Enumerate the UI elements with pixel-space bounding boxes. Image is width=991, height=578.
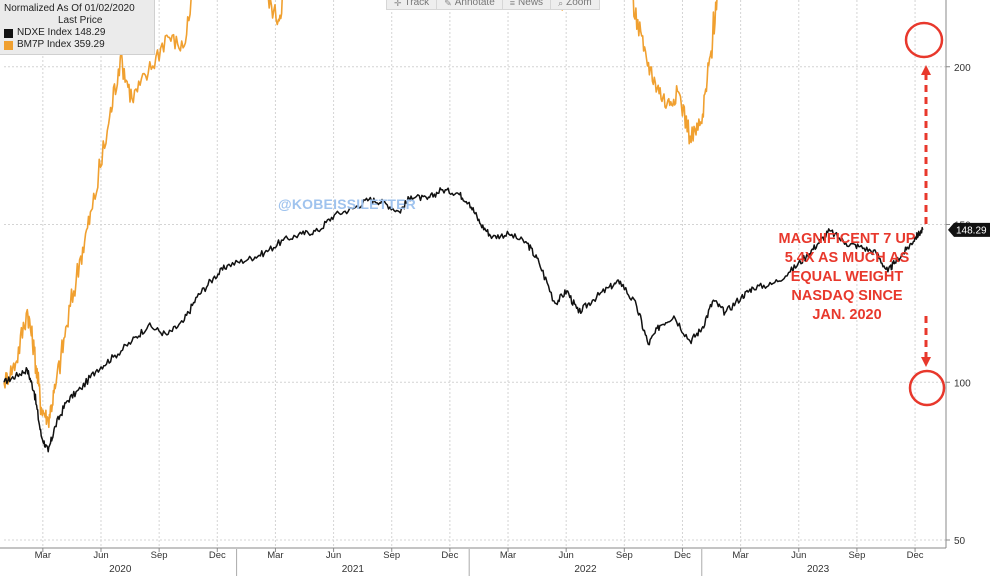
- x-tick-label: Mar: [732, 550, 748, 561]
- highlight-circle-ndxe: [908, 369, 946, 407]
- annotation-line: 5.4X AS MUCH AS: [784, 250, 910, 266]
- annotation-line: EQUAL WEIGHT: [790, 269, 904, 285]
- annotate-button[interactable]: ✎ Annotate: [437, 0, 503, 9]
- watermark: @KOBEISSILETTER: [278, 196, 416, 212]
- x-axis: Mar Jun Sep Dec Mar Jun Sep Dec Mar Jun Sep Dec Mar J…: [0, 547, 946, 576]
- annotate-label: Annotate: [454, 0, 495, 8]
- news-button[interactable]: ≡ News: [503, 0, 552, 9]
- x-year-label: 2023: [807, 564, 830, 575]
- x-tick-label: Mar: [267, 550, 283, 561]
- y-tick-label: 200: [954, 63, 971, 74]
- legend-entry-bm7p[interactable]: BM7P Index 359.29: [4, 39, 105, 51]
- series-line-bm7p: [3, 0, 718, 429]
- last-value-badge-ndxe-bg: [948, 222, 990, 237]
- annotation-line: MAGNIFICENT 7 UP: [778, 231, 916, 247]
- annotation-line: NASDAQ SINCE: [791, 288, 903, 304]
- zoom-icon: ⌕: [558, 0, 564, 8]
- crosshair-icon: ✛: [394, 0, 402, 8]
- legend-swatch-ndxe: [4, 28, 13, 38]
- x-year-label: 2020: [109, 564, 132, 575]
- legend-entry-ndxe[interactable]: NDXE Index 148.29: [4, 27, 105, 39]
- legend-last-price-label: Last Price: [58, 15, 103, 26]
- x-tick-label: Jun: [326, 550, 341, 561]
- x-tick-label: Mar: [500, 550, 516, 561]
- highlight-circle-bm7p: [904, 21, 944, 59]
- legend-normalized-label: Normalized As Of 01/02/2020: [4, 3, 135, 14]
- x-tick-label: Sep: [151, 550, 168, 561]
- track-button[interactable]: ✛ Track: [387, 0, 438, 9]
- x-tick-label: Sep: [383, 550, 400, 561]
- last-value-badge-ndxe: 148.29: [948, 222, 990, 237]
- x-tick-label: Jun: [93, 550, 108, 561]
- pencil-icon: ✎: [444, 0, 452, 8]
- x-tick-label: Dec: [209, 550, 226, 561]
- annotation-text: MAGNIFICENT 7 UP 5.4X AS MUCH AS EQUAL W…: [758, 230, 936, 325]
- x-tick-label: Sep: [848, 550, 865, 561]
- last-value-badge-ndxe-label: 148.29: [956, 225, 987, 236]
- track-label: Track: [404, 0, 430, 8]
- x-year-label: 2021: [342, 564, 365, 575]
- x-tick-label: Jun: [559, 550, 574, 561]
- legend-label-bm7p: BM7P Index 359.29: [17, 39, 105, 50]
- news-icon: ≡: [509, 0, 516, 8]
- annotation-line: JAN. 2020: [812, 307, 882, 323]
- chart-toolbar: ✛ Track ✎ Annotate ≡ News ⌕ Zoom: [386, 0, 600, 10]
- series-line-ndxe: [3, 187, 924, 453]
- y-tick-label: 50: [954, 536, 966, 547]
- x-tick-label: Mar: [35, 550, 51, 561]
- news-label: News: [518, 0, 544, 8]
- zoom-button[interactable]: ⌕ Zoom: [551, 0, 599, 9]
- x-tick-label: Dec: [441, 550, 458, 561]
- gridlines: [4, 0, 946, 548]
- legend-label-ndxe: NDXE Index 148.29: [17, 27, 106, 38]
- x-tick-label: Sep: [616, 550, 633, 561]
- y-axis: 50100150200250300350359.29148.29: [945, 0, 990, 548]
- y-tick-label: 100: [954, 378, 971, 389]
- legend: Normalized As Of 01/02/2020 Last Price N…: [0, 0, 155, 55]
- x-tick-label: Dec: [674, 550, 691, 561]
- x-tick-label: Jun: [791, 550, 806, 561]
- annotation-overlay: [904, 21, 946, 407]
- legend-swatch-bm7p: [4, 40, 13, 50]
- x-tick-label: Dec: [907, 550, 924, 561]
- series-lines: [3, 0, 924, 453]
- zoom-label: Zoom: [566, 0, 592, 8]
- x-year-label: 2022: [574, 564, 597, 575]
